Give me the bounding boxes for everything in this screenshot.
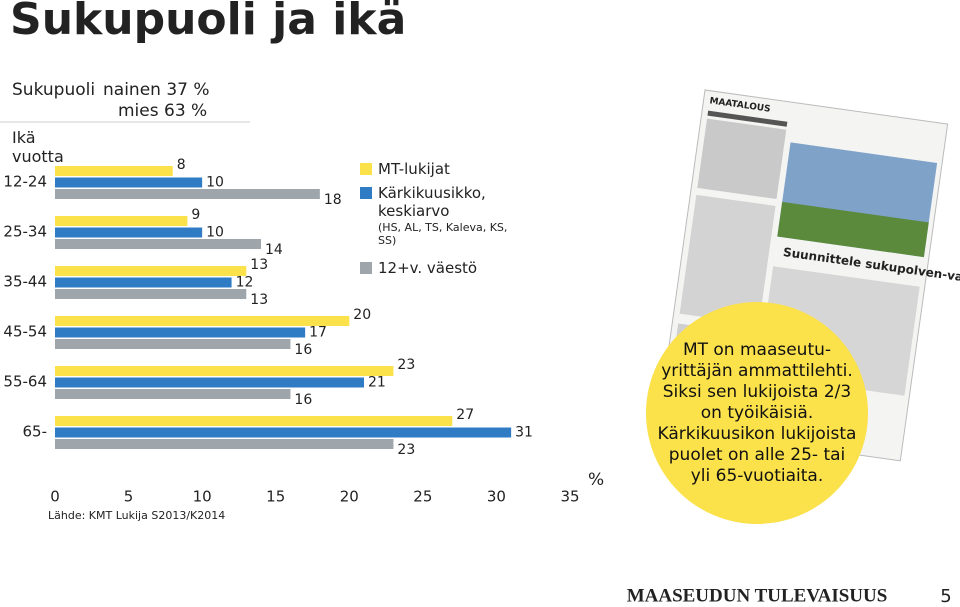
data-label: 9 — [191, 207, 200, 223]
bar — [55, 289, 247, 299]
legend-label: 12+v. väestö — [378, 259, 478, 277]
x-tick-label: 20 — [340, 488, 359, 506]
legend-item: 12+v. väestö — [360, 259, 528, 277]
legend-item: MT-lukijat — [360, 160, 528, 178]
legend-label: MT-lukijat — [378, 160, 450, 178]
legend-note: (HS, AL, TS, Kaleva, KS, SS) — [378, 221, 508, 247]
data-label: 18 — [324, 192, 342, 208]
data-label: 23 — [397, 442, 415, 458]
bar — [55, 177, 203, 188]
bar — [55, 416, 453, 426]
legend-swatch — [360, 163, 372, 175]
callout-line: yrittäjän ammattilehti. — [661, 360, 853, 381]
y-tick-label: 55-64 — [3, 373, 47, 391]
data-label: 20 — [353, 307, 371, 323]
x-axis-label: % — [588, 470, 604, 490]
bar — [55, 327, 306, 338]
data-label: 23 — [397, 357, 415, 373]
callout-line: MT on maaseutu- — [682, 339, 832, 360]
x-tick-label: 10 — [193, 488, 212, 506]
bar — [55, 339, 291, 349]
bar — [55, 439, 394, 449]
bar — [55, 277, 232, 288]
text-block — [707, 110, 788, 127]
x-tick-label: 30 — [487, 488, 506, 506]
data-label: 13 — [250, 257, 268, 273]
y-tick-label: 45-54 — [3, 323, 47, 341]
bar — [55, 166, 173, 176]
data-label: 12 — [236, 275, 254, 291]
callout-line: Siksi sen lukijoista 2/3 — [662, 381, 852, 402]
page-number: 5 — [940, 586, 951, 607]
bar — [55, 366, 394, 376]
data-label: 13 — [250, 292, 268, 308]
photo — [777, 201, 929, 258]
y-tick-label: 25-34 — [3, 223, 47, 241]
source: Lähde: KMT Lukija S2013/K2014 — [48, 509, 225, 522]
bar — [55, 427, 512, 438]
callout-line: Kärkikuusikon lukijoista — [657, 423, 857, 444]
data-label: 10 — [206, 175, 224, 191]
x-tick-label: 5 — [124, 488, 134, 506]
y-tick-label: 35-44 — [3, 273, 47, 291]
bar — [55, 266, 247, 276]
data-label: 10 — [206, 225, 224, 241]
bar — [55, 227, 203, 238]
bar — [55, 377, 364, 388]
data-label: 27 — [456, 407, 474, 423]
data-label: 21 — [368, 375, 386, 391]
bar — [55, 216, 188, 226]
x-tick-label: 0 — [50, 488, 60, 506]
x-tick-label: 35 — [560, 488, 579, 506]
data-label: 17 — [309, 325, 327, 341]
callout-line: puolet on alle 25- tai — [668, 444, 846, 465]
data-label: 31 — [515, 425, 533, 441]
callout-line: yli 65-vuotiaita. — [690, 465, 824, 486]
legend-swatch — [360, 187, 372, 199]
page-title: Sukupuoli ja ikä — [10, 0, 406, 45]
bar — [55, 189, 320, 199]
gender-item: nainen 37 % — [103, 80, 210, 100]
x-tick-label: 15 — [266, 488, 285, 506]
legend: MT-lukijat Kärkikuusikko, keskiarvo (HS, A… — [360, 160, 528, 283]
bar — [55, 389, 291, 399]
bar — [55, 239, 261, 249]
callout-line: on työikäisiä. — [700, 402, 814, 423]
callout: MT on maaseutu-yrittäjän ammattilehti. Si… — [646, 302, 868, 524]
gender-label: Sukupuoli — [12, 80, 95, 100]
y-tick-label: 12-24 — [3, 173, 47, 191]
text-block — [679, 194, 776, 325]
text-block — [697, 118, 787, 200]
data-label: 16 — [294, 392, 312, 408]
brand: MAASEUDUN TULEVAISUUS — [627, 585, 888, 606]
legend-swatch — [360, 262, 372, 274]
data-label: 14 — [265, 242, 283, 258]
bar — [55, 316, 350, 326]
category-title: Ikä vuotta — [12, 128, 64, 166]
legend-label: Kärkikuusikko, keskiarvo — [378, 184, 486, 220]
data-label: 16 — [294, 342, 312, 358]
data-label: 8 — [177, 157, 186, 173]
legend-item: Kärkikuusikko, keskiarvo (HS, AL, TS, Kal… — [360, 184, 528, 247]
y-tick-label: 65- — [23, 423, 48, 441]
gender-item: mies 63 % — [118, 101, 207, 121]
x-tick-label: 25 — [413, 488, 432, 506]
